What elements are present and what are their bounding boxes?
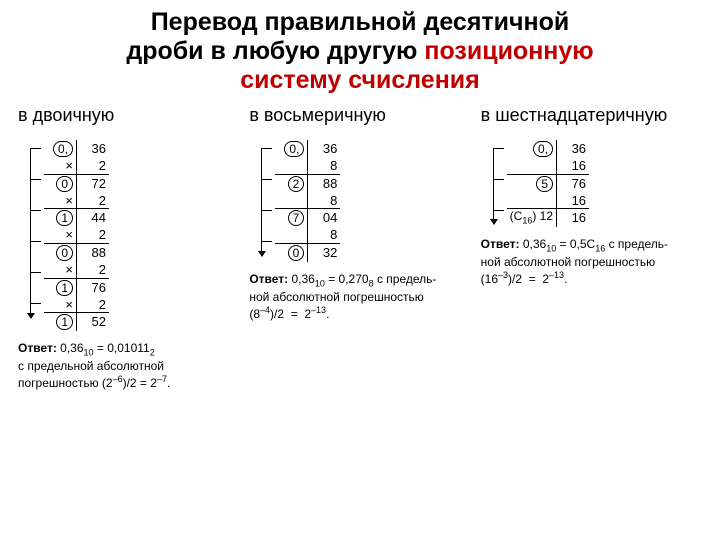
slide-title: Перевод правильной десятичной дроби в лю… — [0, 0, 720, 99]
col-hex: в шестнадцатеричную 0,361657616(C16) 121… — [481, 105, 702, 391]
arrow-hex — [493, 148, 508, 224]
table-octal: 0,36828887048032 — [275, 140, 340, 262]
title-line2-red: позиционную — [424, 37, 593, 65]
title-line1: Перевод правильной десятичной — [151, 8, 570, 36]
col-hex-head: в шестнадцатеричную — [481, 105, 702, 126]
calc-hex: 0,361657616(C16) 1216 — [481, 140, 702, 227]
title-line3-red: систему счисления — [240, 66, 480, 94]
col-octal-head: в восьмеричную — [249, 105, 470, 126]
col-binary: в двоичную 0,36×2072×2144×2088×2176×2152… — [18, 105, 239, 391]
col-octal: в восьмеричную 0,36828887048032 Ответ: 0… — [249, 105, 470, 391]
table-binary: 0,36×2072×2144×2088×2176×2152 — [44, 140, 109, 331]
columns: в двоичную 0,36×2072×2144×2088×2176×2152… — [0, 99, 720, 391]
col-binary-head: в двоичную — [18, 105, 239, 126]
calc-binary: 0,36×2072×2144×2088×2176×2152 — [18, 140, 239, 331]
calc-octal: 0,36828887048032 — [249, 140, 470, 262]
answer-hex: Ответ: 0,3610 = 0,5C16 с предель-ной абс… — [481, 237, 702, 287]
title-line2-black: дроби в любую другую — [126, 37, 424, 65]
table-hex: 0,361657616(C16) 1216 — [507, 140, 589, 227]
answer-binary: Ответ: 0,3610 = 0,010112с предельной абс… — [18, 341, 239, 391]
arrow-binary — [30, 148, 45, 318]
answer-octal: Ответ: 0,3610 = 0,2708 с предель-ной абс… — [249, 272, 470, 322]
arrow-octal — [261, 148, 276, 256]
